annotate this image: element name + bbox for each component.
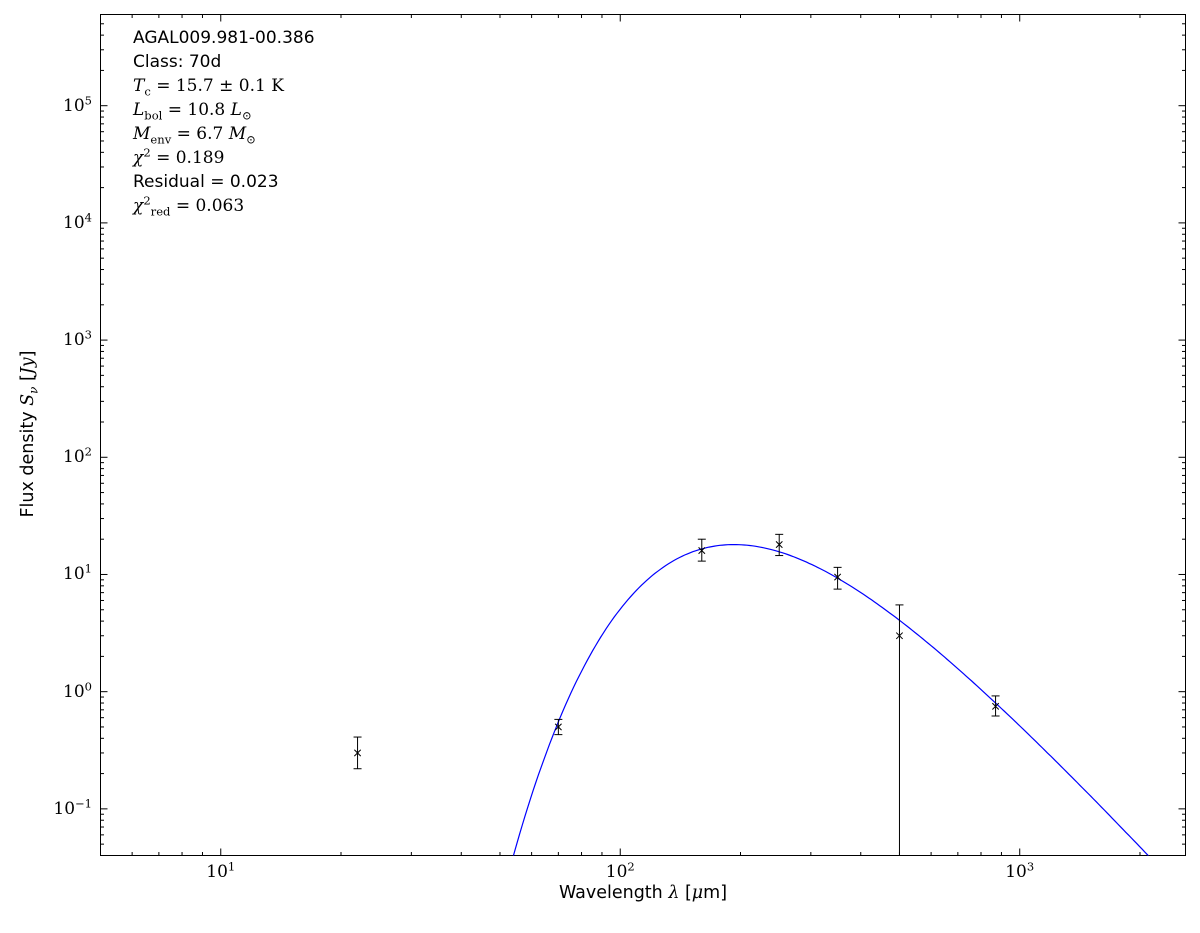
chi-squared: χ2 = 0.189	[133, 145, 225, 168]
chi-squared-reduced: χ2red = 0.063	[133, 193, 245, 219]
x-tick-label: 102	[605, 859, 635, 882]
y-axis-label: Flux density Sν [Jy]	[18, 350, 41, 518]
y-tick-label: 10−1	[53, 796, 92, 819]
envelope-mass: Menv = 6.7 M⊙	[133, 124, 256, 147]
dust-temperature: Tc = 15.7 ± 0.1 K	[133, 76, 284, 99]
bolometric-luminosity: Lbol = 10.8 L⊙	[133, 100, 252, 123]
data-point	[697, 538, 706, 562]
data-point	[991, 695, 1000, 717]
y-tick-label: 100	[63, 679, 92, 702]
axis-ticks	[100, 14, 1186, 856]
y-tick-label: 105	[63, 93, 92, 116]
x-axis-label: Wavelength λ [μm]	[558, 883, 728, 903]
y-tick-label: 102	[63, 444, 92, 468]
data-point	[833, 566, 842, 590]
x-tick-label: 103	[1005, 859, 1035, 882]
greybody-fit-curve	[512, 544, 1150, 856]
data-point	[554, 718, 563, 736]
plot-frame	[100, 14, 1186, 856]
data-point	[353, 736, 362, 770]
data-point	[775, 533, 784, 557]
data-points	[353, 533, 1000, 856]
y-tick-label: 104	[63, 210, 92, 233]
source-class: Class: 70d	[133, 52, 222, 72]
y-tick-label: 103	[63, 327, 92, 351]
fit-parameters-annotation: AGAL009.981-00.386 Class: 70d Tc = 15.7 ± …	[133, 26, 315, 218]
x-tick-label: 101	[206, 859, 236, 882]
residual: Residual = 0.023	[133, 172, 279, 192]
source-name: AGAL009.981-00.386	[133, 28, 315, 48]
y-tick-label: 101	[63, 561, 92, 585]
data-point	[895, 604, 904, 856]
